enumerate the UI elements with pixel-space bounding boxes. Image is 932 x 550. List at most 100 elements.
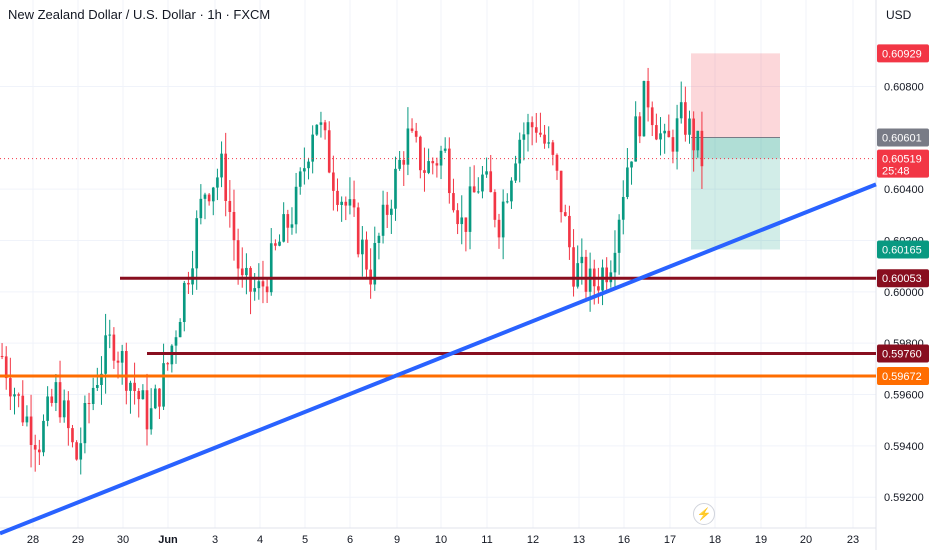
candle-body <box>472 186 476 193</box>
profit-progress-zone <box>691 137 780 159</box>
time-axis-tick: 11 <box>481 534 492 546</box>
candle-body <box>667 130 671 138</box>
candle-body <box>356 207 360 255</box>
candle-body <box>555 154 559 171</box>
time-axis-tick: 19 <box>755 534 767 546</box>
candle-body <box>539 132 542 135</box>
candle-body <box>42 420 45 453</box>
candle-body <box>410 128 414 131</box>
candle-body <box>530 122 534 128</box>
candle-body <box>439 150 443 166</box>
candle-body <box>559 170 563 213</box>
price-axis-tick: 0.59400 <box>884 441 924 453</box>
candle-body <box>166 363 170 365</box>
candle-body <box>572 247 575 287</box>
time-axis-tick: 23 <box>847 534 859 546</box>
candle-body <box>83 403 87 444</box>
time-axis-tick: 10 <box>435 534 447 546</box>
chart-title: New Zealand Dollar / U.S. Dollar · 1h · … <box>8 7 271 22</box>
candle-body <box>307 161 310 169</box>
candle-body <box>294 186 298 225</box>
candle-body <box>671 137 675 152</box>
candle-body <box>423 170 426 173</box>
candle-body <box>58 382 62 418</box>
candle-body <box>9 378 12 397</box>
target-price-tag <box>877 240 929 259</box>
time-axis-tick: 20 <box>800 534 812 546</box>
candle-body <box>216 177 219 188</box>
candle-body <box>414 130 418 137</box>
candle-body <box>476 191 480 193</box>
candle-body <box>54 382 58 403</box>
candle-body <box>381 204 385 236</box>
candle-body <box>87 403 91 405</box>
candle-body <box>67 400 70 429</box>
candle-body <box>390 208 393 215</box>
candle-body <box>373 242 377 285</box>
candle-body <box>282 214 285 242</box>
candle-body <box>634 116 637 162</box>
candle-body <box>50 396 54 403</box>
candle-body <box>319 122 323 125</box>
candle-body <box>493 192 497 220</box>
time-axis-tick: 4 <box>257 534 263 546</box>
candle-body <box>153 388 157 409</box>
candle-body <box>580 256 584 264</box>
candle-body <box>178 321 182 338</box>
candle-body <box>75 442 78 460</box>
candle-body <box>162 363 165 407</box>
candle-body <box>38 449 41 453</box>
candle-body <box>100 373 103 386</box>
candle-body <box>79 443 83 460</box>
candle-body <box>220 153 223 178</box>
candle-body <box>228 200 232 212</box>
candle-body <box>485 171 488 175</box>
candle-body <box>543 134 546 144</box>
candle-body <box>327 130 331 173</box>
candle-body <box>534 127 538 133</box>
candle-body <box>253 288 257 292</box>
candle-body <box>377 235 381 243</box>
time-axis-tick: 30 <box>117 534 129 546</box>
candle-body <box>584 256 588 292</box>
candle-body <box>236 240 240 269</box>
candle-body <box>120 351 124 363</box>
price-axis-tick: 0.60800 <box>884 81 924 93</box>
candle-body <box>398 159 401 169</box>
candle-body <box>518 139 522 164</box>
candle-body <box>419 136 422 171</box>
lightning-icon[interactable]: ⚡ <box>693 503 715 525</box>
candle-body <box>46 396 49 421</box>
candle-body <box>211 187 215 202</box>
candle-body <box>642 81 646 137</box>
candle-body <box>174 337 178 346</box>
candle-body <box>605 267 609 283</box>
candle-body <box>0 356 4 358</box>
candle-body <box>240 268 244 276</box>
entry-price-tag <box>877 128 929 147</box>
candle-body <box>269 243 273 293</box>
entry-price-tag-text: 0.60601 <box>882 133 922 145</box>
candle-body <box>232 211 236 241</box>
candle-body <box>187 282 190 285</box>
candle-body <box>514 163 517 181</box>
candle-body <box>203 194 207 199</box>
candle-body <box>688 118 691 135</box>
candle-body <box>116 360 120 363</box>
candle-body <box>443 148 447 151</box>
candle-body <box>323 122 327 131</box>
candle-body <box>95 385 99 388</box>
candle-body <box>481 174 484 192</box>
candle-body <box>303 168 306 172</box>
price-axis-tick: 0.59200 <box>884 492 924 504</box>
candle-body <box>638 116 642 137</box>
candle-body <box>336 190 339 205</box>
candle-body <box>261 281 265 287</box>
candle-body <box>311 134 314 162</box>
currency-label[interactable]: USD <box>886 8 912 22</box>
candle-body <box>597 286 600 291</box>
candle-body <box>365 239 368 270</box>
candle-body <box>526 122 530 135</box>
